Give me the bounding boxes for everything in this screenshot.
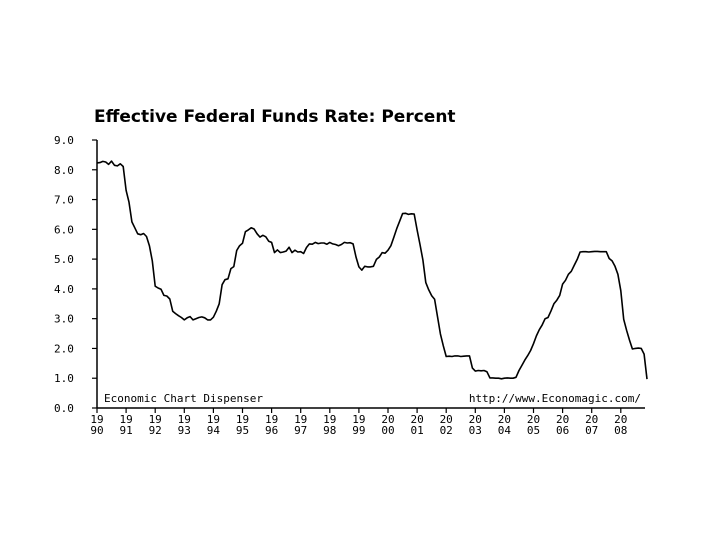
x-tick-label-century: 19 (178, 413, 191, 426)
x-tick-label-year: 03 (469, 424, 482, 437)
x-tick-label-year: 05 (527, 424, 540, 437)
chart-title: Effective Federal Funds Rate: Percent (94, 107, 456, 127)
x-tick-label-century: 19 (236, 413, 249, 426)
y-tick-label: 3.0 (54, 313, 74, 326)
x-tick-label-year: 07 (585, 424, 598, 437)
x-tick-label-century: 19 (207, 413, 220, 426)
y-tick-label: 6.0 (54, 223, 74, 236)
x-tick-label-century: 19 (323, 413, 336, 426)
source-annotation: Economic Chart Dispenser (104, 392, 263, 405)
x-tick-label-year: 06 (556, 424, 569, 437)
y-tick-label: 5.0 (54, 253, 74, 266)
x-tick-label-century: 19 (149, 413, 162, 426)
x-tick-label-year: 98 (323, 424, 336, 437)
x-tick-label-century: 20 (527, 413, 540, 426)
x-tick-label-year: 08 (614, 424, 627, 437)
x-tick-label-century: 20 (585, 413, 598, 426)
y-tick-label: 9.0 (54, 134, 74, 147)
x-tick-label-century: 20 (381, 413, 394, 426)
x-tick-label-year: 93 (178, 424, 191, 437)
x-tick-label-century: 20 (498, 413, 511, 426)
x-tick-label-year: 90 (90, 424, 103, 437)
y-tick-label: 4.0 (54, 283, 74, 296)
x-tick-label-century: 20 (556, 413, 569, 426)
x-tick-label-year: 04 (498, 424, 512, 437)
url-annotation: http://www.Economagic.com/ (469, 392, 641, 405)
x-tick-label-year: 02 (440, 424, 453, 437)
y-axis: 9.0 8.0 7.0 6.0 5.0 4.0 3.0 2.0 1.0 0.0 (54, 134, 97, 415)
y-tick-label: 7.0 (54, 194, 74, 207)
y-tick-label: 8.0 (54, 164, 74, 177)
x-tick-label-century: 19 (90, 413, 103, 426)
x-tick-label-year: 96 (265, 424, 278, 437)
x-tick-label-year: 94 (207, 424, 221, 437)
x-tick-label-year: 01 (410, 424, 423, 437)
x-tick-label-century: 20 (440, 413, 453, 426)
x-axis: 1990199119921993199419951996199719981999… (90, 408, 627, 437)
x-tick-label-year: 91 (119, 424, 132, 437)
x-tick-label-century: 20 (410, 413, 423, 426)
x-tick-label-century: 19 (352, 413, 365, 426)
x-tick-label-century: 20 (614, 413, 627, 426)
y-tick-label: 1.0 (54, 372, 74, 385)
x-tick-label-century: 19 (294, 413, 307, 426)
x-tick-label-century: 19 (265, 413, 278, 426)
x-tick-label-year: 99 (352, 424, 365, 437)
x-tick-label-year: 95 (236, 424, 249, 437)
y-tick-label: 0.0 (54, 402, 74, 415)
x-tick-label-century: 19 (119, 413, 132, 426)
x-tick-label-year: 97 (294, 424, 307, 437)
x-tick-label-year: 00 (381, 424, 394, 437)
y-tick-label: 2.0 (54, 342, 74, 355)
x-tick-label-year: 92 (149, 424, 162, 437)
series-line (96, 160, 648, 380)
x-tick-label-century: 20 (469, 413, 482, 426)
